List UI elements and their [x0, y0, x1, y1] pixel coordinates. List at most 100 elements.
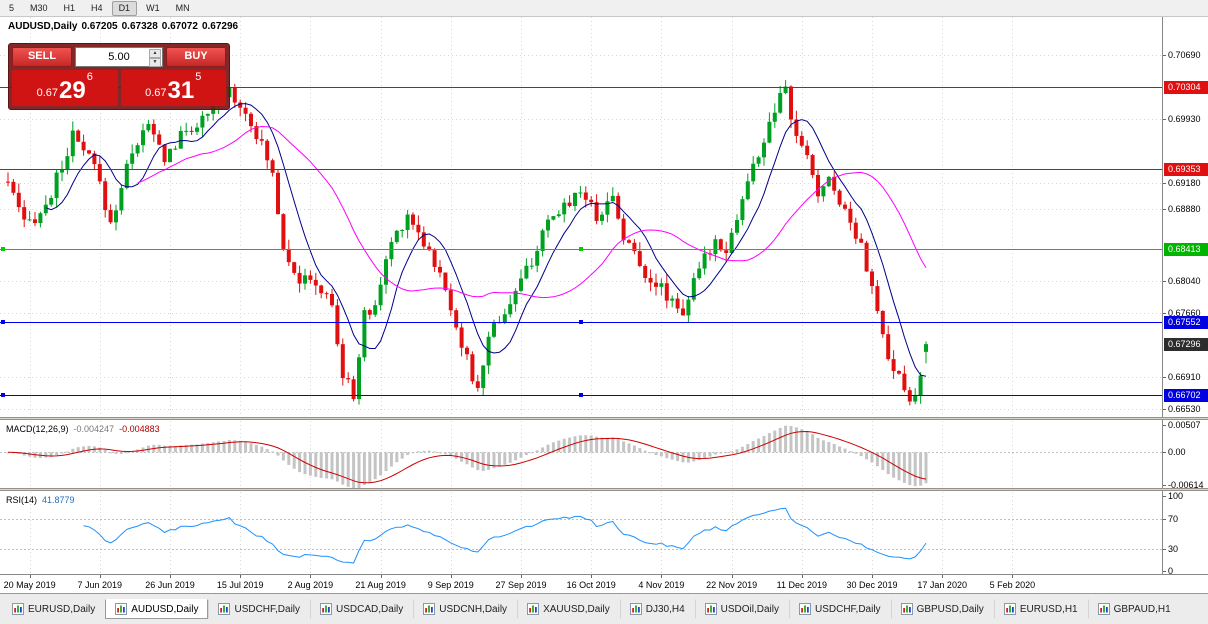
line-handle[interactable] — [1, 320, 5, 324]
volume-field[interactable]: 5.00 ▲ ▼ — [75, 47, 163, 67]
price-axis-label: 0.67660 — [1168, 308, 1201, 319]
volume-decrease-button[interactable]: ▼ — [149, 58, 161, 67]
sell-price-display[interactable]: 0.67 29 6 — [12, 70, 118, 106]
timeframe-button-m30[interactable]: M30 — [30, 2, 48, 13]
candle-bear — [475, 381, 480, 388]
macd-histogram-bar — [87, 446, 91, 453]
price-axis-label: 0.66910 — [1168, 372, 1201, 383]
sell-button[interactable]: SELL — [12, 47, 72, 67]
macd-histogram-bar — [265, 449, 269, 453]
chart-tab-usdchf-daily[interactable]: USDCHF,Daily — [208, 599, 310, 619]
candle-bull — [178, 130, 183, 149]
macd-histogram-bar — [260, 446, 264, 453]
macd-histogram-bar — [632, 445, 636, 453]
candle-bull — [713, 239, 718, 255]
chart-tab-gbpaud-h1[interactable]: GBPAUD,H1 — [1087, 599, 1181, 619]
candle-bull — [659, 283, 664, 287]
macd-histogram-bar — [794, 427, 798, 453]
timeframe-button-mn[interactable]: MN — [175, 2, 190, 13]
timeframe-button-5[interactable]: 5 — [9, 2, 15, 13]
macd-histogram-bar — [908, 452, 912, 486]
candle-bear — [589, 199, 594, 203]
candle-bear — [411, 214, 415, 225]
chart-tab-usdoil-daily[interactable]: USDOil,Daily — [694, 599, 789, 619]
candle-bull — [508, 304, 513, 315]
candle-bull — [70, 130, 75, 157]
macd-histogram-bar — [659, 452, 663, 457]
candle-bull — [756, 157, 761, 164]
macd-histogram-bar — [713, 452, 717, 455]
macd-histogram-bar — [227, 440, 231, 453]
volume-increase-button[interactable]: ▲ — [149, 49, 161, 58]
chart-tab-label: USDCAD,Daily — [336, 603, 404, 615]
macd-histogram-bar — [379, 452, 383, 476]
candle-bull — [686, 299, 691, 316]
timeframe-button-h1[interactable]: H1 — [63, 2, 76, 13]
buy-button[interactable]: BUY — [166, 47, 226, 67]
chart-tab-dj30-h4[interactable]: DJ30,H4 — [619, 599, 695, 619]
macd-histogram-bar — [703, 452, 707, 459]
candle-bull — [600, 214, 604, 221]
rsi-panel-separator[interactable] — [0, 488, 1208, 491]
macd-histogram-bar — [184, 444, 188, 453]
line-handle[interactable] — [1, 393, 5, 397]
candle-bear — [346, 378, 351, 380]
time-axis-label: 17 Jan 2020 — [917, 580, 967, 590]
macd-histogram-bar — [287, 452, 291, 465]
axis-tick — [1163, 485, 1166, 486]
timeframe-button-h4[interactable]: H4 — [91, 2, 103, 13]
macd-indicator-label: MACD(12,26,9) -0.004247 -0.004883 — [6, 424, 165, 434]
candle-bull — [481, 365, 486, 388]
macd-histogram-bar — [433, 451, 437, 453]
line-handle[interactable] — [579, 320, 583, 324]
chart-tab-gbpusd-daily[interactable]: GBPUSD,Daily — [890, 599, 994, 619]
candle-bear — [627, 240, 631, 243]
buy-price-display[interactable]: 0.67 31 5 — [120, 70, 226, 106]
macd-histogram-bar — [125, 452, 129, 454]
timeframe-button-d1[interactable]: D1 — [111, 0, 138, 16]
chart-tab-label: USDCHF,Daily — [234, 603, 301, 615]
macd-histogram-bar — [438, 452, 442, 454]
line-handle[interactable] — [579, 247, 583, 251]
chart-tab-eurusd-daily[interactable]: EURUSD,Daily — [2, 599, 105, 619]
candle-bear — [438, 266, 442, 273]
macd-histogram-bar — [211, 442, 215, 453]
chart-tab-usdchf-daily[interactable]: USDCHF,Daily — [789, 599, 891, 619]
chart-tab-usdcnh-daily[interactable]: USDCNH,Daily — [413, 599, 517, 619]
macd-panel-separator[interactable] — [0, 417, 1208, 420]
chart-tab-eurusd-h1[interactable]: EURUSD,H1 — [993, 599, 1088, 619]
line-handle[interactable] — [1, 247, 5, 251]
candle-bull — [141, 130, 145, 146]
candle-bear — [805, 145, 810, 156]
chart-tab-label: EURUSD,Daily — [28, 603, 96, 615]
rsi-axis-label: 70 — [1168, 513, 1179, 524]
chart-tab-xauusd-daily[interactable]: XAUUSD,Daily — [517, 599, 620, 619]
axis-tick — [1163, 409, 1166, 410]
candle-bull — [778, 92, 783, 113]
timeframe-button-w1[interactable]: W1 — [146, 2, 160, 13]
macd-histogram-bar — [341, 452, 345, 485]
line-handle[interactable] — [579, 393, 583, 397]
chart-tab-label: XAUUSD,Daily — [543, 603, 610, 615]
candle-bear — [330, 293, 334, 306]
candle-bull — [826, 176, 831, 187]
chart-tab-usdcad-daily[interactable]: USDCAD,Daily — [310, 599, 413, 619]
axis-tick — [1163, 571, 1166, 572]
price-chart-canvas[interactable] — [0, 17, 1162, 574]
chart-tab-audusd-daily[interactable]: AUDUSD,Daily — [105, 599, 209, 619]
time-axis[interactable]: 20 May 2019 7 Jun 2019 26 Jun 2019 15 Jul 2… — [0, 574, 1208, 593]
axis-tick — [591, 575, 592, 578]
support-price-tag: 0.67552 — [1164, 316, 1208, 330]
macd-histogram-bar — [541, 447, 545, 453]
macd-histogram-bar — [298, 452, 302, 473]
volume-value: 5.00 — [108, 51, 130, 63]
chart-tab-icon — [1003, 603, 1016, 615]
macd-histogram-bar — [821, 440, 825, 453]
candle-bull — [135, 145, 140, 154]
chart-tab-icon — [320, 603, 333, 615]
macd-histogram-bar — [859, 452, 863, 457]
candle-bear — [443, 272, 448, 291]
candle-bull — [540, 230, 545, 252]
price-axis[interactable]: 0.70690 0.69930 0.69180 0.68880 0.68040 0.676… — [1162, 17, 1208, 576]
macd-histogram-bar — [103, 449, 107, 453]
